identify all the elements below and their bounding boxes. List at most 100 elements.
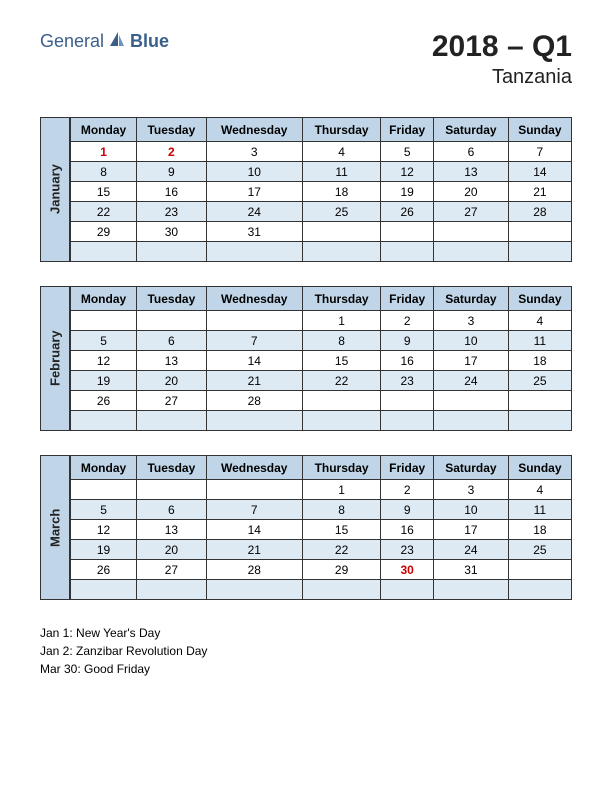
calendar-cell: 21 bbox=[206, 540, 302, 560]
calendar-row: 1234567 bbox=[71, 142, 572, 162]
calendar-cell bbox=[302, 580, 380, 600]
calendar-cell: 10 bbox=[434, 331, 509, 351]
calendar-cell bbox=[381, 222, 434, 242]
calendar-cell bbox=[206, 411, 302, 431]
calendar-row: 262728 bbox=[71, 391, 572, 411]
calendar-row: 19202122232425 bbox=[71, 540, 572, 560]
calendar-cell bbox=[71, 580, 137, 600]
calendar-cell bbox=[508, 580, 571, 600]
calendar-cell: 8 bbox=[302, 331, 380, 351]
day-header: Thursday bbox=[302, 456, 380, 480]
calendar-row: 891011121314 bbox=[71, 162, 572, 182]
calendar-cell: 4 bbox=[508, 480, 571, 500]
calendar-cell: 17 bbox=[434, 351, 509, 371]
calendar-cell bbox=[381, 391, 434, 411]
calendar-cell: 6 bbox=[434, 142, 509, 162]
calendar-cell: 24 bbox=[206, 202, 302, 222]
calendar-cell bbox=[434, 411, 509, 431]
calendar-cell: 24 bbox=[434, 540, 509, 560]
calendar-cell: 5 bbox=[71, 500, 137, 520]
calendar-table: MondayTuesdayWednesdayThursdayFridaySatu… bbox=[70, 455, 572, 600]
calendar-cell bbox=[302, 222, 380, 242]
day-header: Wednesday bbox=[206, 118, 302, 142]
calendar-cell: 10 bbox=[434, 500, 509, 520]
day-header: Saturday bbox=[434, 118, 509, 142]
calendar-cell: 10 bbox=[206, 162, 302, 182]
calendar-cell: 6 bbox=[137, 500, 207, 520]
holiday-entry: Jan 1: New Year's Day bbox=[40, 624, 572, 642]
calendar-cell bbox=[381, 411, 434, 431]
calendar-cell bbox=[206, 311, 302, 331]
calendar-row bbox=[71, 580, 572, 600]
calendar-cell: 16 bbox=[381, 351, 434, 371]
calendar-cell: 2 bbox=[381, 480, 434, 500]
calendar-cell: 23 bbox=[137, 202, 207, 222]
calendar-cell: 28 bbox=[206, 391, 302, 411]
title-block: 2018 – Q1 Tanzania bbox=[432, 30, 572, 89]
calendar-cell bbox=[137, 480, 207, 500]
day-header: Saturday bbox=[434, 456, 509, 480]
calendar-row: 567891011 bbox=[71, 331, 572, 351]
calendar-cell bbox=[71, 411, 137, 431]
calendar-row: 262728293031 bbox=[71, 560, 572, 580]
calendar-cell: 12 bbox=[71, 520, 137, 540]
calendar-row: 1234 bbox=[71, 480, 572, 500]
calendar-cell bbox=[206, 580, 302, 600]
calendar-cell bbox=[302, 411, 380, 431]
calendar-cell bbox=[302, 391, 380, 411]
calendar-cell: 26 bbox=[71, 560, 137, 580]
calendar-cell: 2 bbox=[381, 311, 434, 331]
calendar-cell bbox=[71, 480, 137, 500]
calendar-cell: 19 bbox=[381, 182, 434, 202]
day-header: Tuesday bbox=[137, 287, 207, 311]
calendar-row: 293031 bbox=[71, 222, 572, 242]
calendar-cell: 30 bbox=[381, 560, 434, 580]
calendar-cell bbox=[508, 560, 571, 580]
calendar-cell: 1 bbox=[71, 142, 137, 162]
day-header: Monday bbox=[71, 287, 137, 311]
calendar-cell bbox=[508, 242, 571, 262]
calendar-cell: 4 bbox=[508, 311, 571, 331]
day-header: Saturday bbox=[434, 287, 509, 311]
calendar-cell: 22 bbox=[302, 540, 380, 560]
calendar-cell: 21 bbox=[508, 182, 571, 202]
calendar-cell: 18 bbox=[508, 520, 571, 540]
calendar-cell: 13 bbox=[434, 162, 509, 182]
calendar-cell bbox=[206, 480, 302, 500]
calendar-cell: 13 bbox=[137, 351, 207, 371]
calendar-row: 19202122232425 bbox=[71, 371, 572, 391]
calendar-cell bbox=[71, 311, 137, 331]
calendar-cell: 25 bbox=[508, 371, 571, 391]
calendar-cell: 5 bbox=[381, 142, 434, 162]
day-header: Sunday bbox=[508, 118, 571, 142]
calendar-cell: 17 bbox=[434, 520, 509, 540]
calendar-cell: 29 bbox=[71, 222, 137, 242]
calendars-container: JanuaryMondayTuesdayWednesdayThursdayFri… bbox=[40, 117, 572, 600]
calendar-row: 22232425262728 bbox=[71, 202, 572, 222]
holiday-entry: Mar 30: Good Friday bbox=[40, 660, 572, 678]
day-header: Tuesday bbox=[137, 118, 207, 142]
calendar-cell: 8 bbox=[71, 162, 137, 182]
calendar-row: 12131415161718 bbox=[71, 520, 572, 540]
month-block: MarchMondayTuesdayWednesdayThursdayFrida… bbox=[40, 455, 572, 600]
header: General Blue 2018 – Q1 Tanzania bbox=[40, 30, 572, 89]
calendar-cell: 8 bbox=[302, 500, 380, 520]
calendar-cell: 7 bbox=[206, 331, 302, 351]
calendar-cell: 11 bbox=[508, 331, 571, 351]
calendar-cell: 14 bbox=[508, 162, 571, 182]
calendar-cell: 11 bbox=[508, 500, 571, 520]
calendar-cell: 26 bbox=[381, 202, 434, 222]
calendar-cell: 14 bbox=[206, 520, 302, 540]
calendar-cell: 28 bbox=[206, 560, 302, 580]
calendar-row bbox=[71, 242, 572, 262]
calendar-cell: 27 bbox=[137, 391, 207, 411]
calendar-cell: 20 bbox=[137, 540, 207, 560]
calendar-row bbox=[71, 411, 572, 431]
calendar-cell: 15 bbox=[71, 182, 137, 202]
day-header: Friday bbox=[381, 118, 434, 142]
day-header: Friday bbox=[381, 456, 434, 480]
calendar-cell: 3 bbox=[206, 142, 302, 162]
calendar-cell: 24 bbox=[434, 371, 509, 391]
calendar-cell bbox=[381, 580, 434, 600]
calendar-cell bbox=[137, 411, 207, 431]
